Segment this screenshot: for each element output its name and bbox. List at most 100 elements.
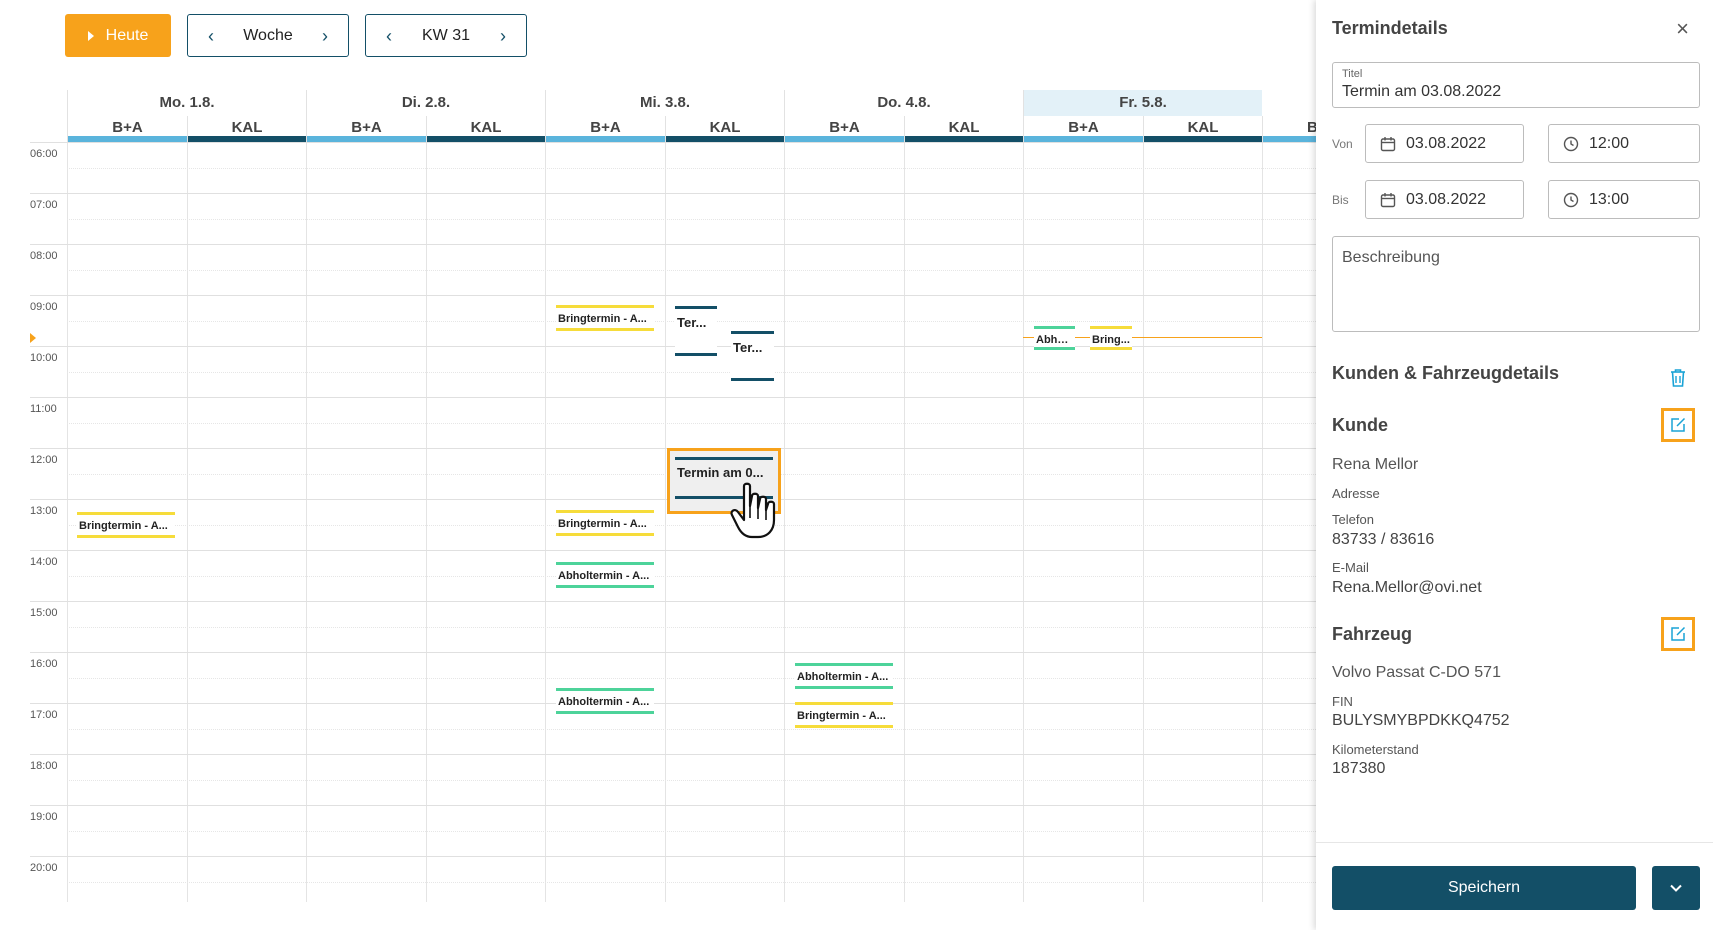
time-grid[interactable]: 06:00 07:00 08:00 09:00 10:00 11:00 12:00 13:00… (30, 142, 1316, 902)
resource-label: KAL (470, 119, 502, 136)
grid-line (30, 856, 1316, 857)
grid-line (30, 703, 1316, 704)
resource-column-ba: B+A (784, 116, 904, 142)
appointment-event[interactable]: Abholtermin - A... (556, 562, 654, 588)
mileage-label: Kilometerstand (1332, 742, 1419, 757)
resource-column-kal: KAL (904, 116, 1023, 142)
play-icon (87, 30, 94, 41)
week-view-nav: ‹ Woche › (187, 14, 349, 57)
time-label: 12:00 (30, 454, 58, 466)
appointment-event[interactable]: Abho... (1034, 326, 1075, 350)
grid-line (30, 652, 1316, 653)
resource-label: KAL (231, 119, 263, 136)
from-time-value: 12:00 (1589, 134, 1630, 152)
title-field-value: Termin am 03.08.2022 (1342, 83, 1502, 100)
grid-line (67, 422, 1316, 424)
grid-line (67, 269, 1316, 271)
close-icon[interactable]: × (1676, 16, 1689, 41)
resource-column-ba: B+A (1023, 116, 1143, 142)
appointment-event[interactable]: Abholtermin - A... (556, 688, 654, 714)
edit-customer-button[interactable] (1661, 408, 1695, 442)
appointment-event[interactable]: Abholtermin - A... (795, 663, 893, 689)
time-label: 19:00 (30, 811, 58, 823)
day-header: Mo. 1.8. (67, 90, 306, 116)
from-date-value: 03.08.2022 (1406, 134, 1487, 152)
time-label: 18:00 (30, 760, 58, 772)
grid-line (30, 754, 1316, 755)
today-label: Heute (105, 26, 149, 44)
selected-appointment-event[interactable]: Termin am 0... (667, 448, 781, 514)
resource-label: B (1307, 119, 1316, 136)
time-label: 11:00 (30, 403, 57, 415)
edit-icon (1671, 626, 1686, 641)
appointment-event[interactable]: Ter... (675, 306, 717, 356)
description-textarea[interactable]: Beschreibung (1332, 236, 1700, 332)
appointment-event[interactable]: Bringtermin - A... (556, 305, 654, 331)
day-header-today: Fr. 5.8. (1023, 90, 1262, 116)
chevron-left-icon[interactable]: ‹ (386, 25, 392, 46)
chevron-down-icon (1670, 884, 1682, 892)
time-label: 20:00 (30, 862, 58, 874)
grid-line (30, 193, 1316, 194)
time-label: 17:00 (30, 709, 58, 721)
grid-line (30, 397, 1316, 398)
grid-line (30, 142, 1316, 143)
grid-line (67, 881, 1316, 883)
resource-column-kal: KAL (665, 116, 784, 142)
grid-line (30, 346, 1316, 347)
grid-line (67, 830, 1316, 832)
to-time-value: 13:00 (1589, 190, 1630, 208)
now-marker (30, 333, 36, 343)
grid-line (67, 218, 1316, 220)
appointment-event[interactable]: Bringtermin - A... (795, 702, 893, 728)
save-button[interactable]: Speichern (1332, 866, 1636, 910)
selected-event-label: Termin am 0... (675, 457, 773, 499)
resource-label: KAL (1187, 119, 1219, 136)
mileage-value: 187380 (1332, 760, 1386, 777)
grid-line (67, 626, 1316, 628)
grid-line (30, 244, 1316, 245)
time-label: 16:00 (30, 658, 58, 670)
resource-column-kal: KAL (187, 116, 306, 142)
resource-column-partial: B (1262, 116, 1316, 142)
to-time-field[interactable]: 13:00 (1548, 180, 1700, 219)
calendar-icon (1380, 136, 1396, 151)
grid-line (30, 550, 1316, 551)
appointment-event[interactable]: Ter... (731, 331, 774, 381)
from-date-field[interactable]: 03.08.2022 (1365, 124, 1524, 163)
clock-icon (1563, 192, 1579, 207)
title-field[interactable]: Titel Termin am 03.08.2022 (1332, 62, 1700, 108)
time-label: 09:00 (30, 301, 58, 313)
chevron-left-icon[interactable]: ‹ (208, 25, 214, 46)
hand-cursor-icon (730, 482, 776, 539)
chevron-right-icon[interactable]: › (321, 25, 328, 46)
resource-label: B+A (829, 119, 860, 136)
email-label: E-Mail (1332, 560, 1369, 575)
to-label: Bis (1332, 193, 1349, 207)
edit-vehicle-button[interactable] (1661, 617, 1695, 651)
grid-line (67, 677, 1316, 679)
resource-label: KAL (948, 119, 980, 136)
from-time-field[interactable]: 12:00 (1548, 124, 1700, 163)
appointment-details-panel: Termindetails × Titel Termin am 03.08.20… (1316, 0, 1713, 930)
customer-heading: Kunde (1332, 415, 1388, 435)
title-field-label: Titel (1342, 68, 1363, 80)
view-label: Woche (243, 26, 293, 44)
grid-line (30, 601, 1316, 602)
trash-icon[interactable] (1669, 368, 1687, 388)
chevron-right-icon[interactable]: › (499, 25, 506, 46)
more-options-button[interactable] (1652, 866, 1700, 910)
appointment-event[interactable]: Bringtermin - A... (556, 510, 654, 536)
grid-line (30, 805, 1316, 806)
appointment-event[interactable]: Bringtermin - A... (77, 512, 175, 538)
grid-line (67, 167, 1316, 169)
today-button[interactable]: Heute (65, 14, 171, 57)
grid-line (67, 575, 1316, 577)
to-date-field[interactable]: 03.08.2022 (1365, 180, 1524, 219)
appointment-event[interactable]: Bring... (1090, 326, 1132, 350)
time-label: 14:00 (30, 556, 58, 568)
day-header: Di. 2.8. (306, 90, 545, 116)
calendar-icon (1380, 192, 1396, 207)
fin-value: BULYSMYBPDKKQ4752 (1332, 712, 1510, 729)
from-label: Von (1332, 137, 1353, 151)
